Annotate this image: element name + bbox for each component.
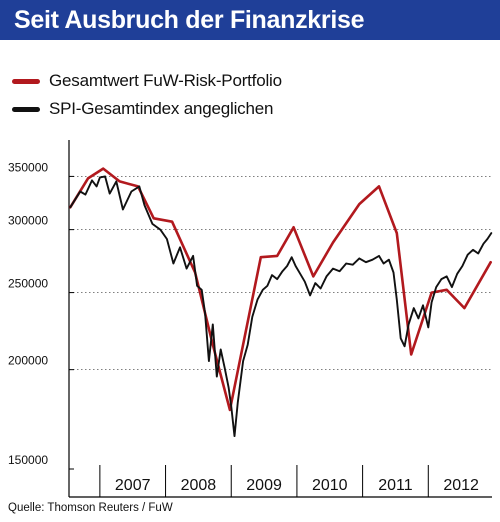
y-tick-label-300000: 300000 [8,214,48,228]
legend-item-spi: SPI-Gesamtindex angeglichen [12,95,282,123]
legend-label-portfolio: Gesamtwert FuW-Risk-Portfolio [49,71,282,90]
y-tick-label-350000: 350000 [8,160,48,174]
legend-label-spi: SPI-Gesamtindex angeglichen [49,99,274,118]
legend-item-portfolio: Gesamtwert FuW-Risk-Portfolio [12,67,282,95]
x-tick-label-2011: 2011 [378,477,413,494]
y-tick-label-200000: 200000 [8,354,48,368]
legend: Gesamtwert FuW-Risk-Portfolio SPI-Gesamt… [12,67,282,123]
x-tick-label-2008: 2008 [181,477,217,494]
chart-title: Seit Ausbruch der Finanzkrise [0,0,500,40]
legend-swatch-spi [12,106,40,112]
x-tick-label-2009: 2009 [246,477,282,494]
x-tick-label-2007: 2007 [115,477,151,494]
legend-swatch-portfolio [12,78,40,84]
source-note: Quelle: Thomson Reuters / FuW [8,502,173,514]
x-tick-label-2012: 2012 [443,477,479,494]
x-tick-label-2010: 2010 [312,477,348,494]
y-tick-label-250000: 250000 [8,277,48,291]
series-line-portfolio [69,167,492,412]
series-line-spi [69,175,493,438]
y-tick-label-150000: 150000 [8,453,48,467]
